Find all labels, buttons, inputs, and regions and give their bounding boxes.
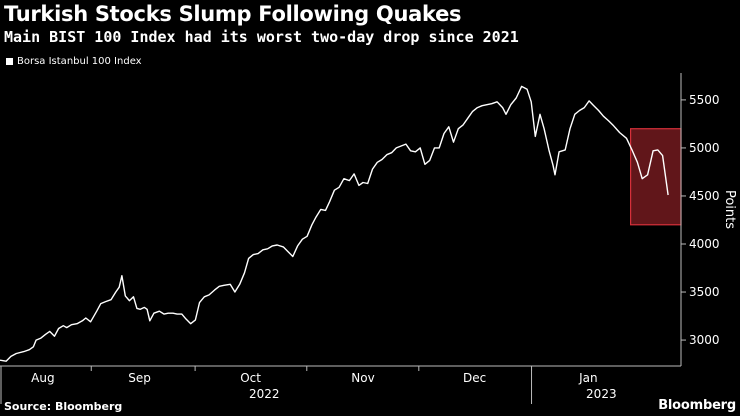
x-tick-label: Sep — [128, 371, 151, 385]
axis-layer: 3000 3500 4000 4500 5000 5500 Points Aug Sep Oct N… — [0, 73, 737, 404]
y-tick-label: 5000 — [689, 141, 720, 155]
x-tick-label: Jan — [578, 371, 598, 385]
legend: Borsa Istanbul 100 Index — [6, 56, 142, 67]
series-layer — [0, 85, 669, 362]
legend-label: Borsa Istanbul 100 Index — [17, 56, 142, 67]
x-tick-label: Nov — [351, 371, 374, 385]
chart-subtitle: Main BIST 100 Index had its worst two-da… — [4, 28, 519, 46]
y-tick-label: 3000 — [689, 333, 720, 347]
y-axis-title: Points — [722, 190, 737, 229]
y-tick-label: 5500 — [689, 93, 720, 107]
brand-logo: Bloomberg — [658, 398, 736, 413]
y-tick-label: 4000 — [689, 237, 720, 251]
x-tick-label: Oct — [240, 371, 261, 385]
x-tick-label: Aug — [31, 371, 54, 385]
year-label: 2023 — [586, 387, 617, 401]
series-line — [0, 85, 669, 362]
source-note: Source: Bloomberg — [4, 400, 123, 413]
y-tick-label: 4500 — [689, 189, 720, 203]
chart-title: Turkish Stocks Slump Following Quakes — [4, 2, 462, 26]
y-tick-label: 3500 — [689, 285, 720, 299]
highlight-box — [630, 128, 682, 226]
legend-swatch — [6, 58, 13, 65]
x-tick-label: Dec — [463, 371, 486, 385]
highlight-layer — [630, 128, 682, 226]
year-label: 2022 — [249, 387, 280, 401]
